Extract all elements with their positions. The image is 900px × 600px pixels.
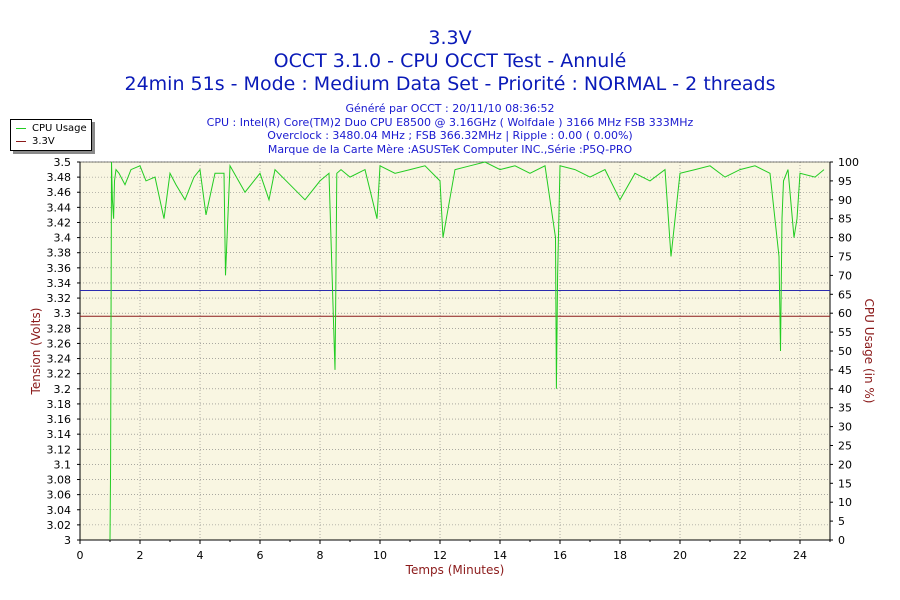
y-right-tick-label: 5 <box>838 515 845 528</box>
legend-item-cpu-usage: CPU Usage <box>16 123 87 135</box>
y-left-tick-label: 3.44 <box>47 201 72 214</box>
y-left-tick-label: 3.14 <box>47 428 72 441</box>
y-left-tick-label: 3.08 <box>47 474 72 487</box>
series-line-cpu-usage <box>109 161 825 541</box>
y-right-tick-label: 100 <box>838 156 859 169</box>
y-left-tick-label: 3.16 <box>47 413 72 426</box>
y-right-tick-label: 40 <box>838 383 852 396</box>
y-left-tick-label: 3.38 <box>47 247 72 260</box>
y-left-tick-label: 3.26 <box>47 337 72 350</box>
y-right-tick-label: 35 <box>838 402 852 415</box>
y-left-tick-label: 3.34 <box>47 277 72 290</box>
legend-item-3-3v: 3.3V <box>16 136 55 148</box>
legend-swatch-3-3v <box>16 140 26 142</box>
y-right-tick-label: 70 <box>838 269 852 282</box>
overclock-info: Overclock : 3480.04 MHz ; FSB 366.32MHz … <box>267 129 633 142</box>
x-tick-label: 22 <box>733 549 747 562</box>
x-tick-label: 10 <box>373 549 387 562</box>
plot-background <box>80 162 830 540</box>
y-left-tick-label: 3 <box>64 534 71 547</box>
legend: CPU Usage 3.3V <box>10 119 92 151</box>
y-right-tick-label: 65 <box>838 288 852 301</box>
y-right-tick-label: 30 <box>838 421 852 434</box>
x-tick-label: 20 <box>673 549 687 562</box>
x-tick-label: 8 <box>317 549 324 562</box>
y-left-tick-label: 3.04 <box>47 504 72 517</box>
y-left-tick-label: 3.28 <box>47 322 72 335</box>
x-tick-label: 4 <box>197 549 204 562</box>
y-right-tick-label: 10 <box>838 496 852 509</box>
cpu-info: CPU : Intel(R) Core(TM)2 Duo CPU E8500 @… <box>206 116 694 129</box>
y-left-tick-label: 3.24 <box>47 353 72 366</box>
y-right-tick-label: 0 <box>838 534 845 547</box>
y-left-tick-label: 3.18 <box>47 398 72 411</box>
x-tick-label: 14 <box>493 549 507 562</box>
y-left-tick-label: 3.36 <box>47 262 72 275</box>
x-tick-label: 6 <box>257 549 264 562</box>
x-tick-label: 24 <box>793 549 807 562</box>
y-right-tick-label: 90 <box>838 194 852 207</box>
x-axis-label: Temps (Minutes) <box>405 563 505 577</box>
y-left-tick-label: 3.42 <box>47 216 72 229</box>
y-left-tick-label: 3.5 <box>54 156 72 169</box>
y-right-tick-label: 95 <box>838 175 852 188</box>
y-right-tick-label: 25 <box>838 440 852 453</box>
y-right-tick-label: 45 <box>838 364 852 377</box>
chart-mode-line: 24min 51s - Mode : Medium Data Set - Pri… <box>124 73 776 95</box>
y-right-tick-label: 75 <box>838 251 852 264</box>
y-right-tick-label: 80 <box>838 232 852 245</box>
x-tick-label: 16 <box>553 549 567 562</box>
chart-subtitle: OCCT 3.1.0 - CPU OCCT Test - Annulé <box>273 50 627 72</box>
y-left-tick-label: 3.12 <box>47 443 72 456</box>
y-left-tick-label: 3.22 <box>47 368 72 381</box>
chart-title: 3.3V <box>428 27 472 49</box>
x-tick-label: 18 <box>613 549 627 562</box>
x-tick-label: 2 <box>137 549 144 562</box>
y-right-tick-label: 50 <box>838 345 852 358</box>
motherboard-info: Marque de la Carte Mère :ASUSTeK Compute… <box>267 143 633 156</box>
y-left-tick-label: 3.3 <box>54 307 72 320</box>
x-tick-label: 0 <box>77 549 84 562</box>
y-left-axis-label: Tension (Volts) <box>29 308 43 396</box>
y-left-tick-label: 3.48 <box>47 171 72 184</box>
y-right-tick-label: 15 <box>838 477 852 490</box>
y-left-tick-label: 3.06 <box>47 489 72 502</box>
y-left-tick-label: 3.4 <box>54 232 72 245</box>
y-right-axis-label: CPU Usage (in %) <box>862 299 876 404</box>
legend-label-cpu-usage: CPU Usage <box>32 123 87 134</box>
y-left-tick-label: 3.2 <box>54 383 72 396</box>
legend-label-3-3v: 3.3V <box>32 136 55 147</box>
generated-info: Généré par OCCT : 20/11/10 08:36:52 <box>345 102 555 115</box>
y-left-tick-label: 3.46 <box>47 186 72 199</box>
legend-swatch-cpu-usage <box>16 127 26 129</box>
y-left-tick-label: 3.32 <box>47 292 72 305</box>
y-left-tick-label: 3.1 <box>54 458 72 471</box>
x-tick-label: 12 <box>433 549 447 562</box>
y-right-tick-label: 55 <box>838 326 852 339</box>
y-right-tick-label: 85 <box>838 213 852 226</box>
y-right-tick-label: 20 <box>838 458 852 471</box>
y-left-tick-label: 3.02 <box>47 519 72 532</box>
y-right-tick-label: 60 <box>838 307 852 320</box>
